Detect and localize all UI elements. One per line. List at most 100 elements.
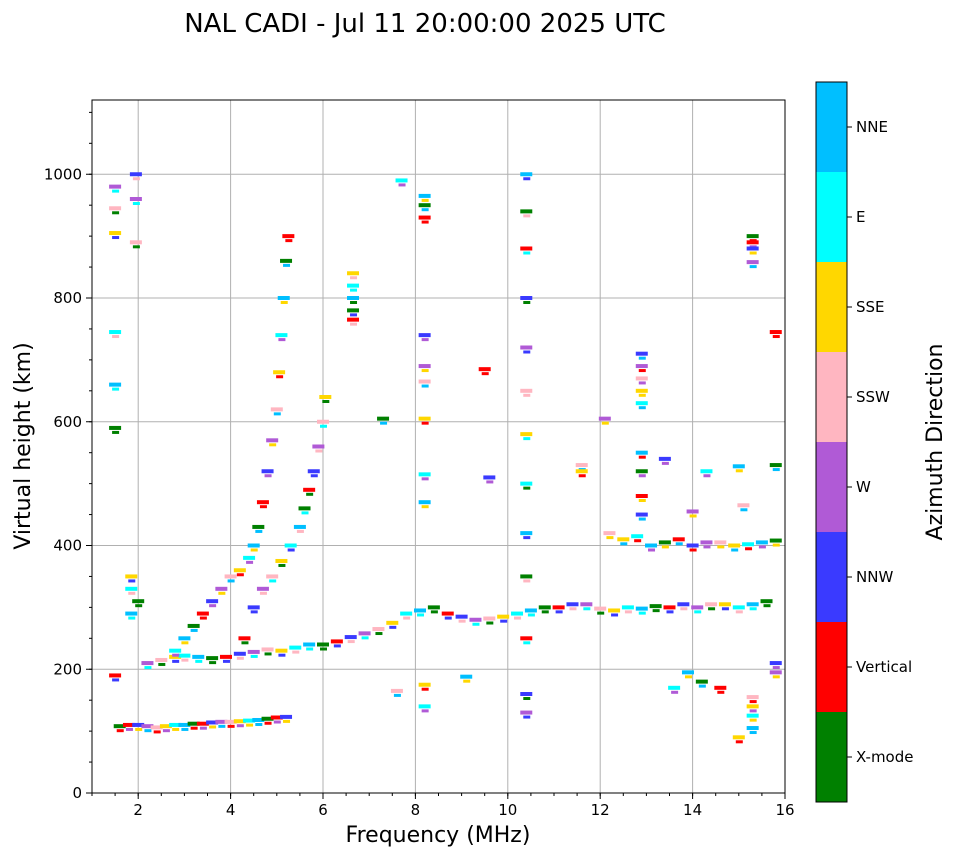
echo-mark [289, 645, 302, 650]
echo-mark [421, 421, 429, 425]
echo-mark [523, 486, 531, 490]
echo-mark [444, 616, 452, 620]
echo-mark [421, 338, 429, 342]
echo-mark [541, 610, 549, 614]
echo-mark [150, 725, 163, 730]
echo-mark [276, 375, 284, 379]
echo-mark [284, 543, 297, 548]
echo-mark [222, 659, 230, 663]
echo-mark [269, 579, 277, 583]
echo-mark [283, 263, 291, 267]
echo-mark [689, 548, 697, 552]
echo-mark [520, 209, 533, 214]
echo-mark [538, 605, 551, 610]
echo-mark [252, 717, 265, 722]
echo-mark [732, 464, 745, 469]
echo-mark [278, 653, 286, 657]
echo-mark [731, 548, 739, 552]
echo-mark [192, 654, 205, 659]
echo-mark [377, 416, 390, 421]
echo-mark [737, 503, 750, 508]
echo-mark [243, 555, 256, 560]
echo-mark [261, 647, 274, 652]
echo-mark [206, 656, 219, 661]
echo-mark [746, 240, 759, 245]
echo-mark [418, 215, 431, 220]
echo-mark [347, 283, 360, 288]
echo-mark [132, 202, 140, 205]
echo-mark [421, 384, 429, 388]
colorbar-label-e: E [856, 208, 865, 226]
echo-mark [635, 606, 648, 611]
echo-mark [273, 370, 286, 375]
echo-mark [350, 313, 358, 317]
echo-mark [418, 364, 431, 369]
echo-mark [575, 463, 588, 468]
echo-mark [196, 611, 209, 616]
echo-mark [190, 726, 198, 730]
echo-mark [666, 610, 674, 614]
echo-mark [238, 636, 251, 641]
echo-mark [390, 688, 403, 693]
echo-mark [732, 735, 745, 740]
echo-mark [580, 602, 593, 607]
echo-mark [109, 673, 122, 678]
echo-mark [635, 376, 648, 381]
colorbar-label-w: W [856, 478, 871, 496]
echo-mark [698, 684, 706, 688]
echo-mark [330, 639, 343, 644]
echo-mark [742, 542, 755, 547]
echo-mark [478, 367, 491, 372]
echo-mark [278, 338, 286, 342]
echo-mark [772, 666, 780, 670]
echo-mark [658, 456, 671, 461]
echo-mark [218, 724, 226, 728]
echo-mark [312, 444, 325, 449]
echo-mark [555, 610, 563, 614]
echo-mark [256, 500, 269, 505]
echo-mark [264, 652, 272, 656]
echo-mark [361, 636, 369, 640]
echo-mark [209, 661, 217, 665]
echo-mark [520, 574, 533, 579]
echo-mark [620, 542, 628, 546]
echo-mark [298, 506, 311, 511]
y-tick-label: 600 [53, 413, 82, 431]
echo-mark [315, 449, 323, 453]
echo-mark [380, 421, 388, 425]
echo-mark [233, 651, 246, 656]
chart-title: NAL CADI - Jul 11 20:00:00 2025 UTC [184, 9, 666, 39]
echo-mark [219, 654, 232, 659]
echo-mark [523, 715, 531, 719]
echo-mark [218, 591, 226, 595]
echo-mark [621, 605, 634, 610]
echo-mark [280, 258, 293, 263]
echo-mark [112, 211, 120, 215]
echo-mark [635, 401, 648, 406]
echo-mark [266, 438, 279, 443]
echo-mark [250, 654, 258, 658]
echo-mark [635, 364, 648, 369]
echo-mark [206, 720, 219, 725]
echo-mark [293, 524, 306, 529]
colorbar-label-nne: NNE [856, 118, 888, 136]
echo-mark [603, 531, 616, 536]
echo-mark [333, 644, 341, 648]
echo-mark [347, 271, 360, 276]
echo-mark [270, 407, 283, 412]
echo-mark [280, 301, 288, 304]
echo-mark [292, 650, 300, 654]
y-tick-label: 800 [53, 289, 82, 307]
echo-mark [128, 591, 136, 595]
echo-mark [169, 648, 182, 653]
y-tick-label: 0 [72, 784, 82, 802]
echo-mark [705, 602, 718, 607]
echo-mark [282, 234, 295, 239]
echo-mark [109, 184, 122, 189]
echo-mark [552, 605, 565, 610]
echo-mark [523, 437, 531, 441]
echo-mark [400, 611, 413, 616]
echo-mark [303, 487, 316, 492]
echo-mark [649, 604, 662, 609]
echo-mark [247, 605, 260, 610]
